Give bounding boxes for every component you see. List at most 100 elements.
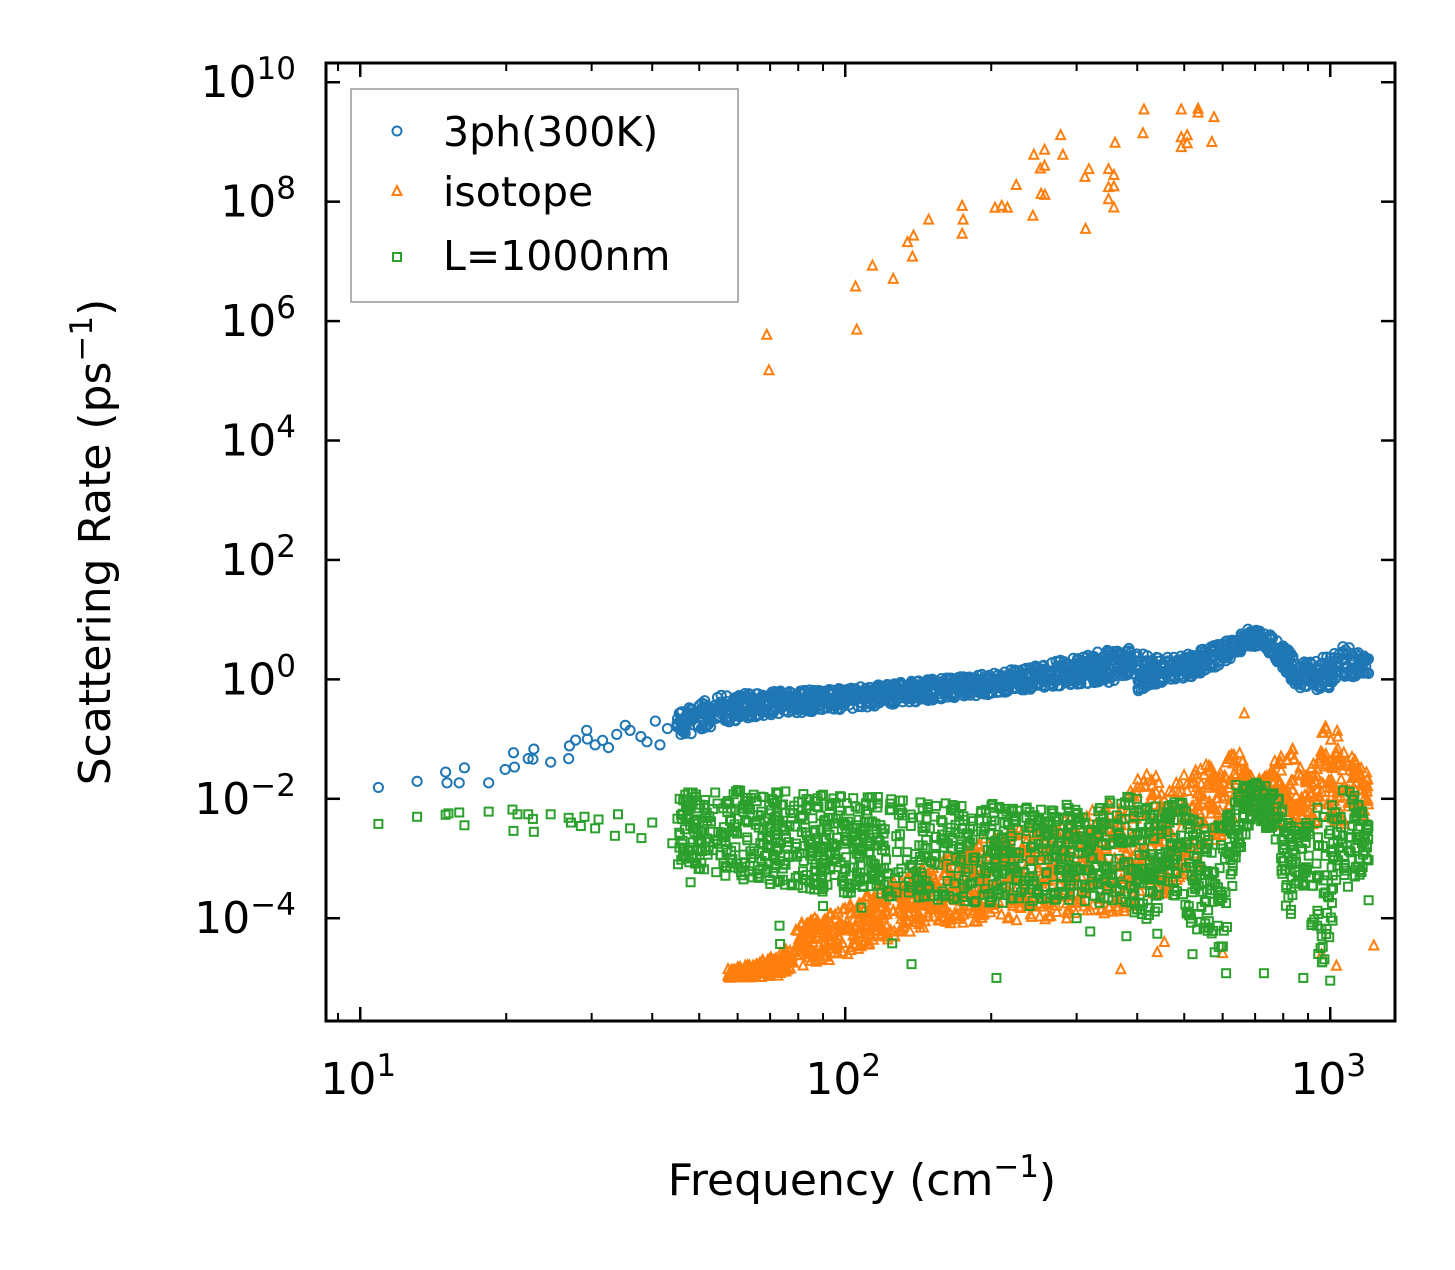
data-point [1136, 671, 1148, 683]
data-point [745, 698, 757, 710]
data-point [1203, 867, 1214, 878]
data-point [1012, 875, 1023, 886]
data-point [1175, 840, 1186, 851]
data-point [1216, 791, 1229, 804]
data-point [1239, 763, 1252, 777]
data-point [841, 827, 852, 838]
data-point [872, 792, 883, 803]
data-point [1035, 804, 1046, 815]
data-point [1152, 903, 1163, 914]
data-point [1227, 865, 1238, 876]
data-point [895, 886, 908, 899]
data-point [1063, 803, 1074, 814]
data-point [729, 692, 741, 704]
x-tick-label: 103 [1290, 1048, 1366, 1105]
data-point [818, 789, 829, 800]
data-point [1325, 772, 1338, 785]
data-point [1041, 867, 1052, 878]
data-point [1216, 647, 1228, 660]
data-point [1357, 838, 1368, 849]
data-point [1121, 931, 1132, 942]
data-point [827, 702, 839, 714]
data-point [1025, 842, 1036, 853]
data-point [1293, 876, 1304, 887]
y-tick-label: 1010 [201, 51, 296, 108]
data-point [1264, 629, 1276, 641]
data-point [1018, 663, 1031, 675]
data-point [783, 849, 794, 860]
data-point [783, 694, 795, 706]
data-point [978, 829, 989, 840]
data-point [801, 827, 812, 838]
data-point [624, 724, 636, 736]
data-point [1172, 886, 1183, 897]
data-point [1139, 804, 1150, 815]
data-point [1061, 905, 1074, 919]
data-point [944, 906, 957, 919]
data-point [992, 889, 1003, 900]
data-point [927, 692, 940, 704]
data-point [1204, 806, 1218, 819]
data-point [1207, 109, 1221, 123]
data-point [1120, 813, 1131, 824]
data-point [786, 954, 799, 968]
data-point [1339, 860, 1350, 871]
data-point [1307, 880, 1318, 891]
data-point [1224, 772, 1238, 785]
data-point [830, 797, 841, 808]
data-point [903, 924, 917, 937]
data-point [721, 847, 732, 858]
data-point [894, 829, 905, 840]
data-point [1213, 894, 1224, 905]
data-point [411, 775, 423, 787]
data-point [1298, 972, 1309, 983]
data-point [888, 924, 901, 937]
data-point [1189, 851, 1200, 862]
data-point [1202, 797, 1215, 811]
data-point [647, 817, 658, 828]
data-point [563, 740, 576, 752]
data-point [1301, 790, 1314, 803]
data-point [1139, 779, 1152, 792]
data-point [527, 813, 538, 824]
data-point [1337, 745, 1350, 758]
data-point [1124, 647, 1137, 659]
data-point [1011, 882, 1022, 893]
data-point [1136, 125, 1150, 139]
data-point [1312, 802, 1323, 813]
data-point [949, 878, 960, 889]
data-point [1081, 865, 1092, 876]
data-point [1071, 809, 1082, 820]
data-point [1155, 672, 1167, 685]
data-point [981, 876, 994, 890]
data-point [1100, 861, 1111, 872]
data-point [1267, 766, 1280, 779]
data-point [974, 876, 985, 887]
data-point [697, 846, 708, 857]
data-point [869, 681, 882, 693]
data-point [1275, 817, 1286, 828]
data-point [1176, 842, 1187, 853]
data-point [1054, 838, 1065, 849]
data-point [925, 857, 936, 868]
data-point [1231, 759, 1244, 772]
data-point [870, 863, 881, 874]
data-point [959, 896, 970, 907]
data-point [1302, 864, 1313, 875]
data-point [876, 680, 888, 692]
data-point [1175, 650, 1187, 662]
data-point [930, 831, 941, 842]
data-point [1080, 668, 1092, 680]
data-point [1009, 814, 1020, 825]
data-point [1356, 807, 1367, 818]
data-point [1143, 909, 1154, 920]
data-point [1182, 819, 1193, 830]
data-point [1286, 831, 1297, 842]
data-point [1030, 679, 1042, 691]
data-point [1292, 766, 1305, 779]
data-point [1312, 905, 1323, 916]
data-point [1033, 909, 1046, 922]
data-point [1001, 673, 1013, 685]
data-point [1020, 833, 1031, 844]
data-point [807, 854, 818, 865]
